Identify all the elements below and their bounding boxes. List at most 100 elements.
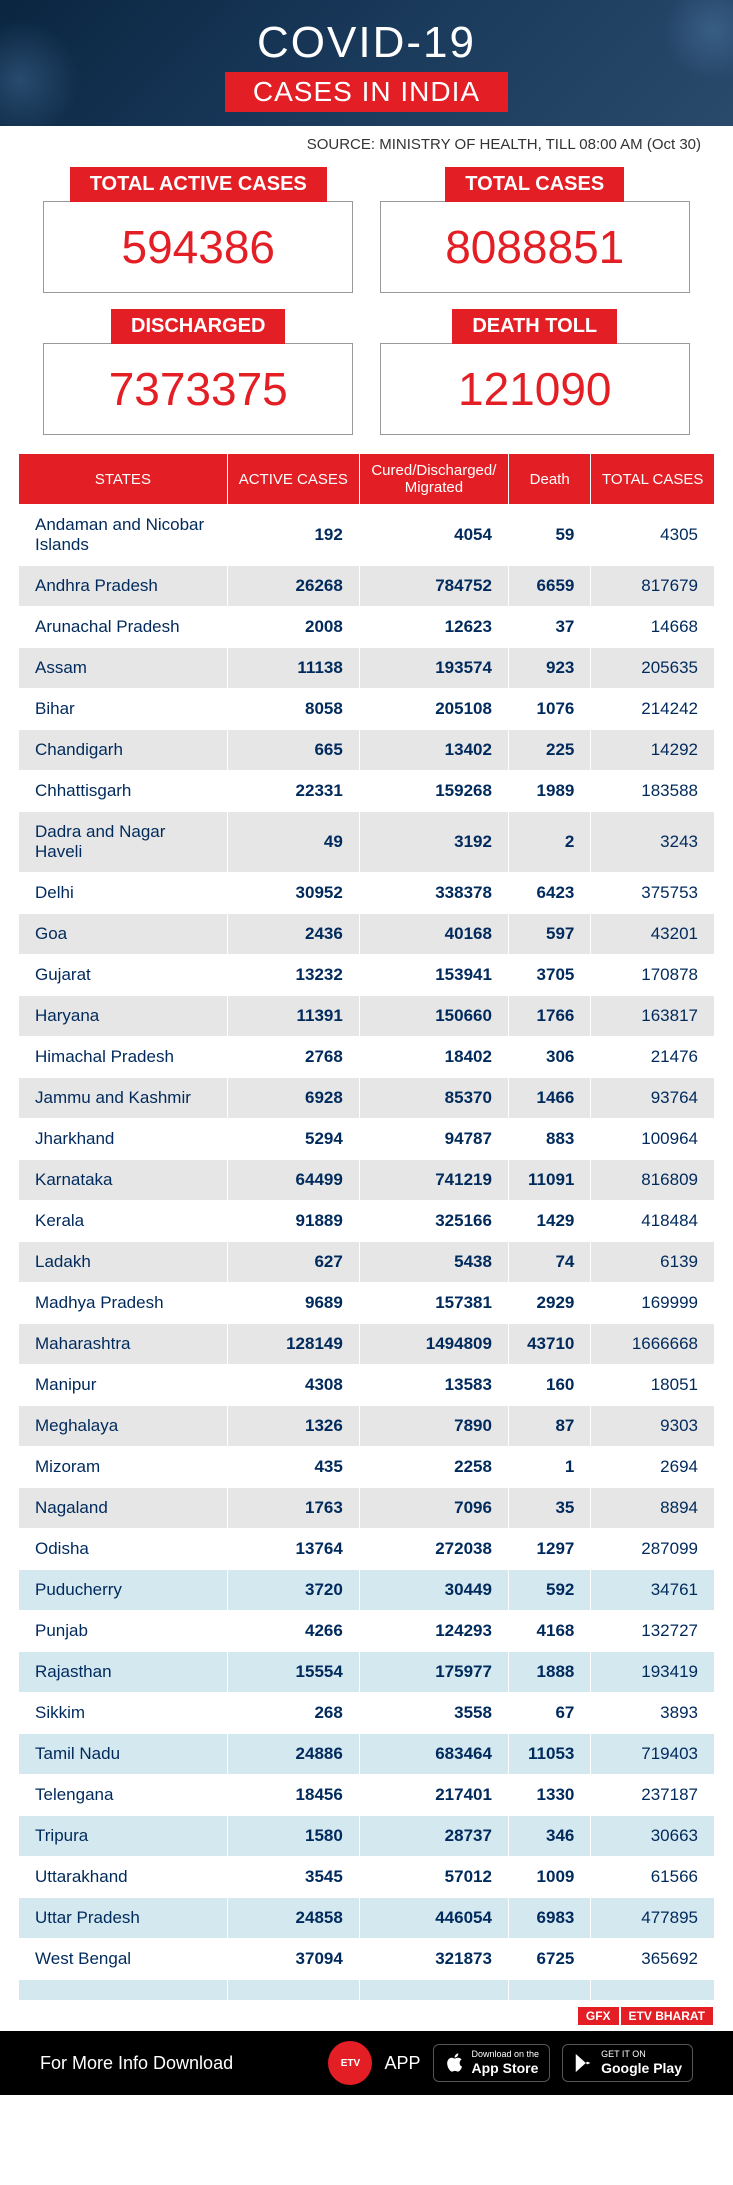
table-row: Arunachal Pradesh2008126233714668 bbox=[19, 607, 715, 648]
data-cell: 91889 bbox=[227, 1201, 359, 1242]
table-row: Rajasthan155541759771888193419 bbox=[19, 1652, 715, 1693]
state-name-cell: Assam bbox=[19, 648, 228, 689]
stat-value: 121090 bbox=[380, 343, 690, 435]
stat-value: 8088851 bbox=[380, 201, 690, 293]
data-cell: 923 bbox=[508, 648, 590, 689]
data-cell: 43710 bbox=[508, 1324, 590, 1365]
state-name-cell: Dadra and Nagar Haveli bbox=[19, 812, 228, 873]
table-head: STATESACTIVE CASESCured/Discharged/Migra… bbox=[19, 454, 715, 505]
table-row: Kerala918893251661429418484 bbox=[19, 1201, 715, 1242]
state-name-cell: Jammu and Kashmir bbox=[19, 1078, 228, 1119]
data-cell: 627 bbox=[227, 1242, 359, 1283]
data-cell: 205635 bbox=[591, 648, 715, 689]
data-cell: 2008 bbox=[227, 607, 359, 648]
state-name-cell: West Bengal bbox=[19, 1939, 228, 1980]
data-cell: 85370 bbox=[359, 1078, 508, 1119]
data-cell: 1989 bbox=[508, 771, 590, 812]
stat-box: TOTAL ACTIVE CASES594386 bbox=[43, 167, 353, 293]
gplay-small: GET IT ON bbox=[601, 2049, 682, 2060]
footer-badges: ETV APP Download on theApp Store GET IT … bbox=[328, 2041, 693, 2085]
data-cell: 12623 bbox=[359, 607, 508, 648]
data-cell: 477895 bbox=[591, 1898, 715, 1939]
data-cell: 817679 bbox=[591, 566, 715, 607]
state-name-cell: Uttarakhand bbox=[19, 1857, 228, 1898]
data-cell: 1888 bbox=[508, 1652, 590, 1693]
data-cell: 49 bbox=[227, 812, 359, 873]
table-body: Andaman and Nicobar Islands1924054594305… bbox=[19, 505, 715, 2001]
source-line: SOURCE: MINISTRY OF HEALTH, TILL 08:00 A… bbox=[0, 126, 733, 159]
data-cell: 18456 bbox=[227, 1775, 359, 1816]
state-name-cell: Odisha bbox=[19, 1529, 228, 1570]
data-cell: 169999 bbox=[591, 1283, 715, 1324]
data-cell: 13402 bbox=[359, 730, 508, 771]
table-row: Chandigarh6651340222514292 bbox=[19, 730, 715, 771]
data-cell: 93764 bbox=[591, 1078, 715, 1119]
data-cell: 11091 bbox=[508, 1160, 590, 1201]
data-cell: 268 bbox=[227, 1693, 359, 1734]
state-name-cell: Punjab bbox=[19, 1611, 228, 1652]
state-name-cell: Haryana bbox=[19, 996, 228, 1037]
data-cell: 741219 bbox=[359, 1160, 508, 1201]
table-row: Himachal Pradesh27681840230621476 bbox=[19, 1037, 715, 1078]
data-cell bbox=[359, 1980, 508, 2001]
data-cell: 1494809 bbox=[359, 1324, 508, 1365]
gplay-big: Google Play bbox=[601, 2060, 682, 2077]
data-cell: 24858 bbox=[227, 1898, 359, 1939]
table-row: Haryana113911506601766163817 bbox=[19, 996, 715, 1037]
data-cell: 124293 bbox=[359, 1611, 508, 1652]
data-cell bbox=[508, 1980, 590, 2001]
data-cell: 4266 bbox=[227, 1611, 359, 1652]
table-row: Manipur43081358316018051 bbox=[19, 1365, 715, 1406]
table-header-cell: STATES bbox=[19, 454, 228, 505]
table-row: Punjab42661242934168132727 bbox=[19, 1611, 715, 1652]
states-table: STATESACTIVE CASESCured/Discharged/Migra… bbox=[18, 453, 715, 2001]
state-name-cell: Delhi bbox=[19, 873, 228, 914]
table-row: Jammu and Kashmir692885370146693764 bbox=[19, 1078, 715, 1119]
footer-left: For More Info Download bbox=[40, 2053, 233, 2074]
table-row: Sikkim2683558673893 bbox=[19, 1693, 715, 1734]
table-row: Assam11138193574923205635 bbox=[19, 648, 715, 689]
state-name-cell: Ladakh bbox=[19, 1242, 228, 1283]
table-row: Telengana184562174011330237187 bbox=[19, 1775, 715, 1816]
state-name-cell: Maharashtra bbox=[19, 1324, 228, 1365]
stats-grid: TOTAL ACTIVE CASES594386TOTAL CASES80888… bbox=[0, 159, 733, 453]
data-cell: 3192 bbox=[359, 812, 508, 873]
stat-label: DISCHARGED bbox=[111, 309, 285, 344]
data-cell: 1 bbox=[508, 1447, 590, 1488]
table-header-cell: ACTIVE CASES bbox=[227, 454, 359, 505]
table-row: Karnataka6449974121911091816809 bbox=[19, 1160, 715, 1201]
data-cell: 4305 bbox=[591, 505, 715, 566]
data-cell: 375753 bbox=[591, 873, 715, 914]
data-cell: 435 bbox=[227, 1447, 359, 1488]
title-sub: CASES IN INDIA bbox=[225, 72, 508, 112]
state-name-cell: Tripura bbox=[19, 1816, 228, 1857]
footer-bar: For More Info Download ETV APP Download … bbox=[0, 2031, 733, 2095]
data-cell: 346 bbox=[508, 1816, 590, 1857]
data-cell: 4308 bbox=[227, 1365, 359, 1406]
state-name-cell: Chhattisgarh bbox=[19, 771, 228, 812]
data-cell: 225 bbox=[508, 730, 590, 771]
stat-box: DISCHARGED7373375 bbox=[43, 309, 353, 435]
data-cell: 3558 bbox=[359, 1693, 508, 1734]
table-header-cell: TOTAL CASES bbox=[591, 454, 715, 505]
data-cell: 1763 bbox=[227, 1488, 359, 1529]
data-cell: 2694 bbox=[591, 1447, 715, 1488]
state-name-cell: Meghalaya bbox=[19, 1406, 228, 1447]
state-name-cell: Chandigarh bbox=[19, 730, 228, 771]
data-cell: 592 bbox=[508, 1570, 590, 1611]
stat-box: TOTAL CASES8088851 bbox=[380, 167, 690, 293]
data-cell: 1297 bbox=[508, 1529, 590, 1570]
data-cell: 3720 bbox=[227, 1570, 359, 1611]
state-name-cell: Telengana bbox=[19, 1775, 228, 1816]
table-row: Uttar Pradesh248584460546983477895 bbox=[19, 1898, 715, 1939]
googleplay-badge[interactable]: GET IT ONGoogle Play bbox=[562, 2044, 693, 2082]
table-row: Puducherry37203044959234761 bbox=[19, 1570, 715, 1611]
table-row: Chhattisgarh223311592681989183588 bbox=[19, 771, 715, 812]
data-cell: 597 bbox=[508, 914, 590, 955]
data-cell: 1666668 bbox=[591, 1324, 715, 1365]
state-name-cell: Kerala bbox=[19, 1201, 228, 1242]
stat-label: TOTAL CASES bbox=[445, 167, 624, 202]
appstore-badge[interactable]: Download on theApp Store bbox=[433, 2044, 551, 2082]
data-cell: 157381 bbox=[359, 1283, 508, 1324]
data-cell: 6659 bbox=[508, 566, 590, 607]
